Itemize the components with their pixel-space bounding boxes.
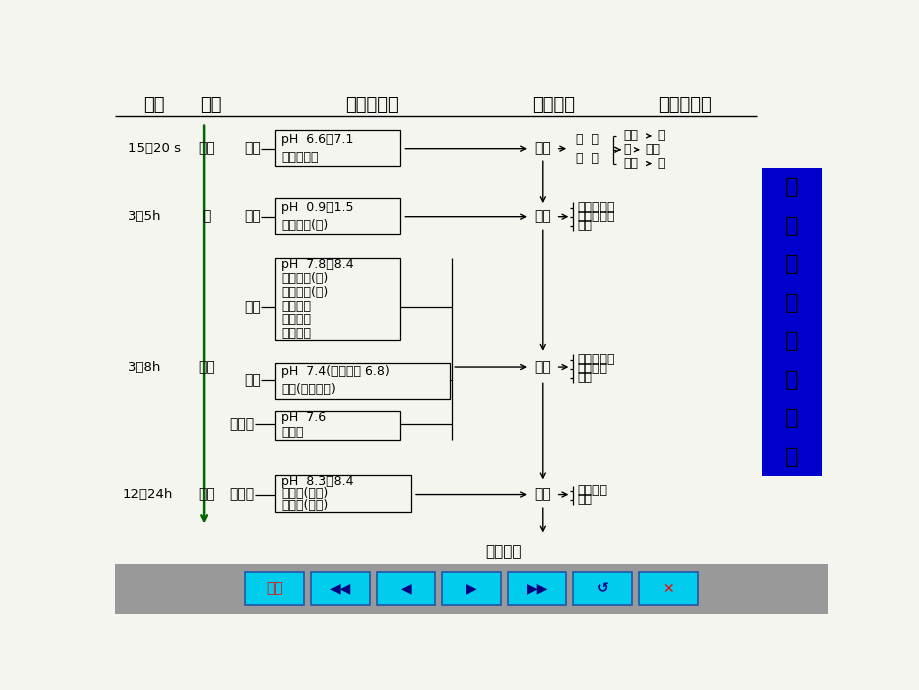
Bar xyxy=(245,572,303,605)
Bar xyxy=(275,411,400,440)
Text: 胃: 胃 xyxy=(202,210,210,224)
Text: 食道: 食道 xyxy=(623,157,638,170)
Text: 15～20 s: 15～20 s xyxy=(128,142,181,155)
Text: 胆汁: 胆汁 xyxy=(244,373,261,387)
Text: 食团: 食团 xyxy=(534,141,550,156)
Text: 小肠液: 小肠液 xyxy=(230,417,255,431)
Text: ▶▶: ▶▶ xyxy=(526,582,547,595)
Text: 示: 示 xyxy=(785,331,798,351)
Text: 唾液淀粉酶: 唾液淀粉酶 xyxy=(281,150,318,164)
Text: 蠕动: 蠕动 xyxy=(577,493,592,506)
Text: 胰液: 胰液 xyxy=(244,300,261,314)
Text: 胰脂肪酶: 胰脂肪酶 xyxy=(281,299,311,313)
Text: 3～5h: 3～5h xyxy=(128,210,161,223)
Text: ◀: ◀ xyxy=(400,582,411,595)
Text: 食物性状: 食物性状 xyxy=(531,96,574,114)
Text: 汇: 汇 xyxy=(785,446,798,466)
Bar xyxy=(275,198,400,234)
Text: pH  7.4(胆囊胆汁 6.8): pH 7.4(胆囊胆汁 6.8) xyxy=(281,365,390,378)
Bar xyxy=(115,564,827,614)
Text: 12～24h: 12～24h xyxy=(122,488,173,501)
Text: 胃蛋白酶(原): 胃蛋白酶(原) xyxy=(281,219,328,232)
Text: 化: 化 xyxy=(785,215,798,235)
Bar xyxy=(507,572,566,605)
Text: 容受性舒张: 容受性舒张 xyxy=(577,201,615,214)
Bar xyxy=(311,572,369,605)
Text: 胰淀粉酶: 胰淀粉酶 xyxy=(281,313,311,326)
Text: pH  8.3～8.4: pH 8.3～8.4 xyxy=(281,475,353,488)
Text: 小肠: 小肠 xyxy=(198,360,214,374)
Text: ✕: ✕ xyxy=(662,582,674,595)
Text: 蠕动: 蠕动 xyxy=(577,219,592,233)
Text: 肠激酶: 肠激酶 xyxy=(281,426,303,439)
Text: 紧张性收缩: 紧张性收缩 xyxy=(577,353,615,366)
Text: pH  0.9～1.5: pH 0.9～1.5 xyxy=(281,201,353,214)
Text: 过: 过 xyxy=(785,254,798,274)
Text: ◀◀: ◀◀ xyxy=(329,582,350,595)
Text: 糜蛋白酶(原): 糜蛋白酶(原) xyxy=(281,286,328,299)
Text: 胰蛋白酶(原): 胰蛋白酶(原) xyxy=(281,273,328,285)
Text: 粪便: 粪便 xyxy=(534,488,550,502)
Text: 吞  咽: 吞 咽 xyxy=(575,152,598,165)
Text: 胆汁(乳化脂肪): 胆汁(乳化脂肪) xyxy=(281,384,335,396)
Text: 咽: 咽 xyxy=(657,130,664,142)
Bar xyxy=(275,130,400,166)
Text: 历时: 历时 xyxy=(143,96,165,114)
Text: 意: 意 xyxy=(785,370,798,390)
Text: 蠕动: 蠕动 xyxy=(577,371,592,384)
Text: 机械性消化: 机械性消化 xyxy=(658,96,711,114)
Bar xyxy=(275,258,400,340)
Text: pH  7.8～8.4: pH 7.8～8.4 xyxy=(281,259,354,271)
Text: 口腔: 口腔 xyxy=(198,141,214,156)
Text: 咽: 咽 xyxy=(623,144,630,156)
Bar xyxy=(573,572,631,605)
Text: 二肽酶(微量): 二肽酶(微量) xyxy=(281,500,328,513)
Text: 淀粉酶(微量): 淀粉酶(微量) xyxy=(281,487,328,500)
Text: 唾液: 唾液 xyxy=(244,141,261,156)
Text: 程: 程 xyxy=(785,293,798,313)
Text: 目录: 目录 xyxy=(266,582,283,595)
Bar xyxy=(275,475,411,512)
Text: ▶: ▶ xyxy=(466,582,476,595)
Text: 化学性消化: 化学性消化 xyxy=(345,96,398,114)
Bar xyxy=(761,168,822,476)
Text: 大肠: 大肠 xyxy=(198,488,214,502)
Text: 消: 消 xyxy=(785,177,798,197)
Text: 3～8h: 3～8h xyxy=(128,361,161,373)
Text: 咀  嚼: 咀 嚼 xyxy=(575,133,598,146)
Text: 食糜: 食糜 xyxy=(534,360,550,374)
Bar xyxy=(639,572,697,605)
Text: 胃: 胃 xyxy=(657,157,664,170)
Text: 大肠液: 大肠液 xyxy=(230,488,255,502)
Text: 部位: 部位 xyxy=(200,96,221,114)
Text: 口腔: 口腔 xyxy=(623,130,638,142)
Text: pH  7.6: pH 7.6 xyxy=(281,411,326,424)
Text: 总: 总 xyxy=(785,408,798,428)
Text: 排出体外: 排出体外 xyxy=(485,544,521,559)
Bar xyxy=(275,363,449,399)
Text: ↺: ↺ xyxy=(596,582,607,595)
Text: 其它酶类: 其它酶类 xyxy=(281,327,311,340)
Text: 胃液: 胃液 xyxy=(244,210,261,224)
Text: pH  6.6～7.1: pH 6.6～7.1 xyxy=(281,132,353,146)
Text: 食糜: 食糜 xyxy=(534,210,550,224)
Bar xyxy=(442,572,500,605)
Text: 分节运动: 分节运动 xyxy=(577,362,607,375)
Bar xyxy=(376,572,435,605)
Text: 食道: 食道 xyxy=(645,144,660,156)
Text: 紧张性收缩: 紧张性收缩 xyxy=(577,210,615,223)
Text: 分节运动: 分节运动 xyxy=(577,484,607,497)
